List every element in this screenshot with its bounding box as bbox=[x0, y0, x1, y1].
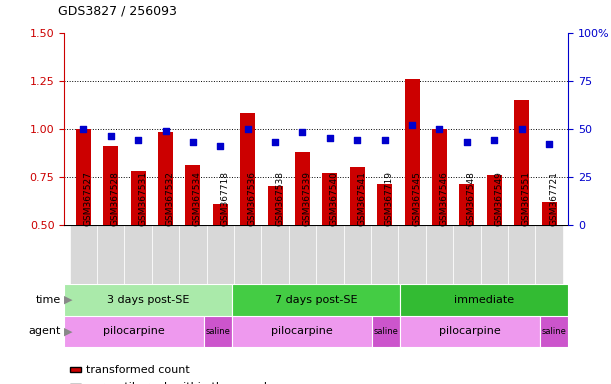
Bar bbox=[398, 225, 426, 284]
Point bbox=[298, 129, 307, 136]
Bar bbox=[426, 225, 453, 284]
Bar bbox=[377, 184, 392, 225]
Bar bbox=[179, 225, 207, 284]
Text: GSM367527: GSM367527 bbox=[83, 172, 92, 227]
Text: GSM367719: GSM367719 bbox=[385, 171, 393, 227]
Bar bbox=[262, 225, 289, 284]
Bar bbox=[240, 113, 255, 225]
Bar bbox=[76, 129, 91, 225]
Bar bbox=[64, 316, 204, 347]
Text: GSM367721: GSM367721 bbox=[549, 172, 558, 227]
Text: GSM367540: GSM367540 bbox=[330, 172, 339, 227]
Point bbox=[380, 137, 390, 143]
Text: GSM367532: GSM367532 bbox=[166, 172, 175, 227]
Bar bbox=[316, 225, 343, 284]
Bar bbox=[204, 316, 232, 347]
Bar bbox=[400, 284, 568, 316]
Text: GSM367536: GSM367536 bbox=[247, 171, 257, 227]
Text: GSM367534: GSM367534 bbox=[193, 172, 202, 227]
Text: GSM367545: GSM367545 bbox=[412, 172, 421, 227]
Bar bbox=[343, 225, 371, 284]
Bar bbox=[535, 225, 563, 284]
Bar bbox=[295, 152, 310, 225]
Text: GSM367541: GSM367541 bbox=[357, 172, 366, 227]
Text: saline: saline bbox=[374, 327, 398, 336]
Bar bbox=[514, 100, 529, 225]
Text: GSM367548: GSM367548 bbox=[467, 172, 476, 227]
Text: GSM367718: GSM367718 bbox=[221, 171, 229, 227]
Text: agent: agent bbox=[29, 326, 61, 336]
Text: GSM367538: GSM367538 bbox=[275, 171, 284, 227]
Point bbox=[270, 139, 280, 145]
Bar bbox=[64, 284, 232, 316]
Point bbox=[544, 141, 554, 147]
Text: transformed count: transformed count bbox=[86, 365, 190, 375]
Bar bbox=[234, 225, 262, 284]
Bar bbox=[268, 186, 283, 225]
Bar bbox=[232, 284, 400, 316]
Bar bbox=[400, 316, 540, 347]
Point bbox=[489, 137, 499, 143]
Bar bbox=[323, 173, 337, 225]
Bar bbox=[70, 225, 97, 284]
Point bbox=[243, 126, 252, 132]
Text: GSM367546: GSM367546 bbox=[439, 172, 448, 227]
Bar bbox=[103, 146, 119, 225]
Bar bbox=[349, 167, 365, 225]
Text: immediate: immediate bbox=[454, 295, 514, 305]
Bar bbox=[232, 316, 372, 347]
Bar bbox=[97, 225, 125, 284]
Bar bbox=[185, 165, 200, 225]
Bar bbox=[213, 204, 228, 225]
Text: GSM367549: GSM367549 bbox=[494, 172, 503, 227]
Bar bbox=[481, 225, 508, 284]
Text: 3 days post-SE: 3 days post-SE bbox=[107, 295, 189, 305]
Bar bbox=[487, 175, 502, 225]
Point bbox=[407, 122, 417, 128]
Bar bbox=[158, 132, 173, 225]
Bar bbox=[207, 225, 234, 284]
Text: time: time bbox=[36, 295, 61, 305]
Bar bbox=[371, 225, 398, 284]
Point bbox=[106, 133, 115, 139]
Text: percentile rank within the sample: percentile rank within the sample bbox=[86, 382, 274, 384]
Text: GSM367531: GSM367531 bbox=[138, 171, 147, 227]
Point bbox=[161, 127, 170, 134]
Bar bbox=[125, 225, 152, 284]
Bar bbox=[541, 202, 557, 225]
Point bbox=[353, 137, 362, 143]
Point bbox=[434, 126, 444, 132]
Text: pilocarpine: pilocarpine bbox=[271, 326, 333, 336]
Bar bbox=[432, 129, 447, 225]
Bar bbox=[459, 184, 474, 225]
Text: pilocarpine: pilocarpine bbox=[103, 326, 165, 336]
Text: GSM367551: GSM367551 bbox=[522, 171, 531, 227]
Bar bbox=[152, 225, 179, 284]
Point bbox=[517, 126, 527, 132]
Text: pilocarpine: pilocarpine bbox=[439, 326, 501, 336]
Bar bbox=[289, 225, 316, 284]
Bar bbox=[372, 316, 400, 347]
Text: GSM367539: GSM367539 bbox=[302, 171, 312, 227]
Text: saline: saline bbox=[542, 327, 566, 336]
Point bbox=[133, 137, 143, 143]
Text: ▶: ▶ bbox=[64, 295, 72, 305]
Bar bbox=[404, 79, 420, 225]
Point bbox=[462, 139, 472, 145]
Bar bbox=[453, 225, 481, 284]
Bar bbox=[131, 171, 145, 225]
Text: GDS3827 / 256093: GDS3827 / 256093 bbox=[58, 4, 177, 17]
Text: saline: saline bbox=[206, 327, 230, 336]
Text: GSM367528: GSM367528 bbox=[111, 172, 120, 227]
Text: ▶: ▶ bbox=[64, 326, 72, 336]
Text: 7 days post-SE: 7 days post-SE bbox=[275, 295, 357, 305]
Bar bbox=[540, 316, 568, 347]
Bar bbox=[508, 225, 535, 284]
Point bbox=[78, 126, 88, 132]
Point bbox=[188, 139, 198, 145]
Point bbox=[325, 135, 335, 141]
Point bbox=[216, 143, 225, 149]
